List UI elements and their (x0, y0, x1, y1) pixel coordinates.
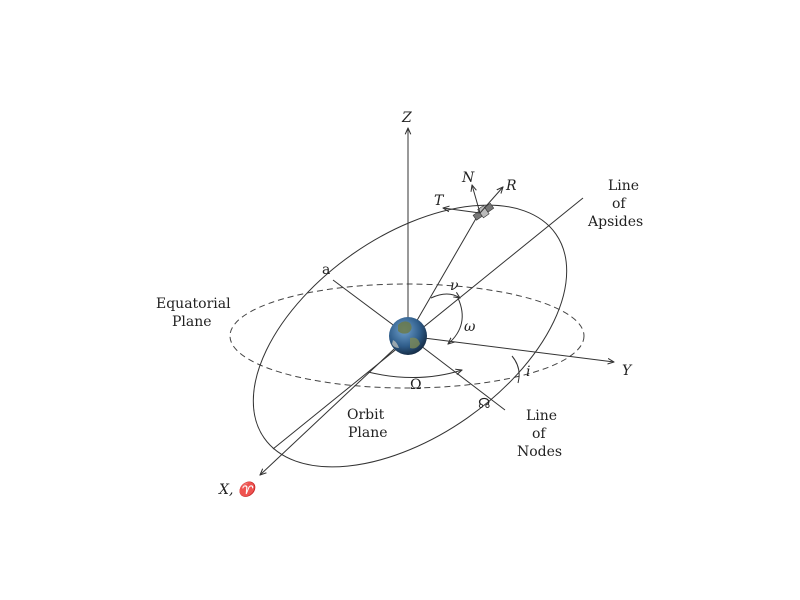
raan-arc (367, 370, 462, 378)
z-axis-label: Z (401, 110, 412, 126)
equatorial-plane-label-1: Equatorial (156, 296, 231, 312)
equatorial-plane-label-2: Plane (172, 314, 212, 330)
line-of-nodes-label-3: Nodes (517, 444, 562, 460)
x-axis-label: X, ♈ (218, 481, 258, 498)
line-of-nodes-label-2: of (532, 426, 547, 442)
orbit-plane-label-2: Plane (348, 425, 388, 441)
earth-icon (389, 317, 427, 355)
line-of-apsides (272, 197, 584, 450)
orbit-plane-label-1: Orbit (347, 407, 385, 423)
equatorial-plane-ellipse (229, 283, 585, 389)
x-axis (260, 335, 409, 475)
tangential-vector (443, 208, 481, 214)
raan-label: Ω (410, 377, 422, 393)
radial-vector-label: R (505, 178, 517, 194)
normal-vector-label: N (461, 170, 475, 186)
semi-major-axis-label: a (322, 262, 330, 278)
y-axis-label: Y (622, 363, 633, 379)
true-anomaly-arc (430, 294, 460, 298)
true-anomaly-label: ν (450, 278, 459, 294)
line-of-nodes-label-1: Line (526, 408, 557, 424)
line-of-apsides-label-1: Line (608, 178, 639, 194)
inclination-label: i (526, 364, 530, 380)
arg-periapsis-arc (448, 297, 463, 344)
normal-vector (472, 185, 481, 214)
ascending-node-label: ☊ (478, 396, 490, 412)
y-axis (407, 335, 614, 362)
line-of-apsides-label-3: Apsides (587, 214, 643, 230)
radial-vector (479, 187, 503, 214)
line-of-apsides-label-2: of (612, 196, 627, 212)
arg-periapsis-label: ω (464, 319, 476, 335)
inclination-arc (511, 355, 520, 384)
radius-to-satellite (407, 214, 479, 337)
satellite-icon (472, 202, 495, 221)
orbit-plane-ellipse (252, 204, 568, 468)
tangential-vector-label: T (434, 193, 445, 209)
